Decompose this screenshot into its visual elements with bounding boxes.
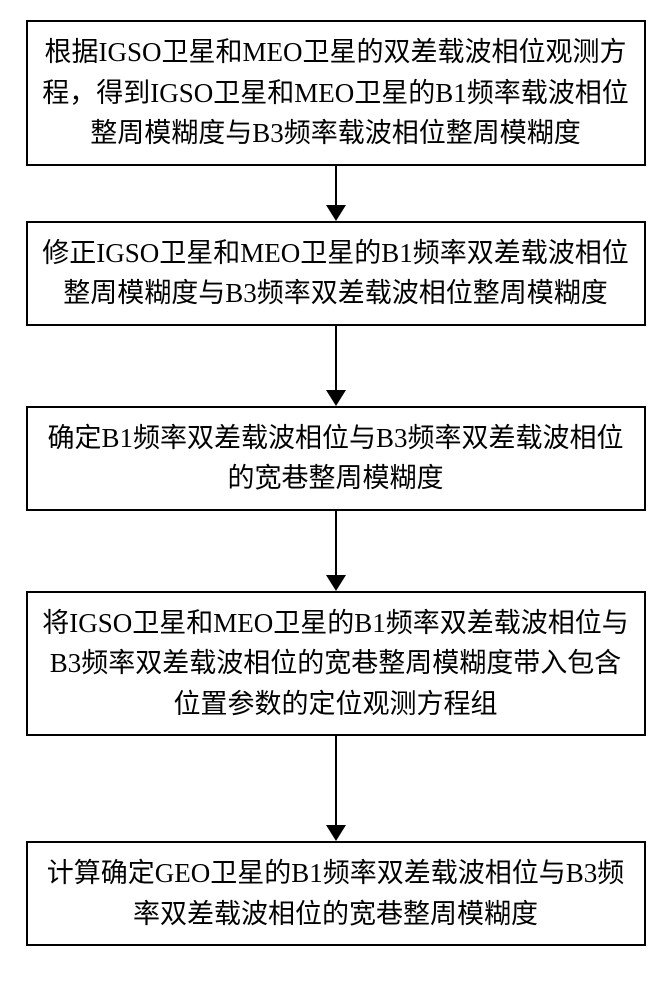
arrow-2-to-3 bbox=[326, 326, 346, 406]
arrow-3-to-4 bbox=[326, 511, 346, 591]
arrow-head-icon bbox=[326, 825, 346, 841]
arrow-1-to-2 bbox=[326, 166, 346, 221]
step-text: 修正IGSO卫星和MEO卫星的B1频率双差载波相位整周模糊度与B3频率双差载波相… bbox=[42, 233, 630, 314]
arrow-line bbox=[335, 736, 337, 825]
arrow-line bbox=[335, 511, 337, 575]
arrow-head-icon bbox=[326, 205, 346, 221]
flowchart-step-2: 修正IGSO卫星和MEO卫星的B1频率双差载波相位整周模糊度与B3频率双差载波相… bbox=[26, 221, 646, 326]
step-text: 计算确定GEO卫星的B1频率双差载波相位与B3频率双差载波相位的宽巷整周模糊度 bbox=[42, 853, 630, 934]
flowchart-container: 根据IGSO卫星和MEO卫星的双差载波相位观测方程，得到IGSO卫星和MEO卫星… bbox=[0, 20, 671, 946]
step-text: 根据IGSO卫星和MEO卫星的双差载波相位观测方程，得到IGSO卫星和MEO卫星… bbox=[42, 32, 630, 154]
arrow-4-to-5 bbox=[326, 736, 346, 841]
arrow-head-icon bbox=[326, 390, 346, 406]
step-text: 将IGSO卫星和MEO卫星的B1频率双差载波相位与B3频率双差载波相位的宽巷整周… bbox=[42, 603, 630, 725]
step-text: 确定B1频率双差载波相位与B3频率双差载波相位的宽巷整周模糊度 bbox=[42, 418, 630, 499]
arrow-head-icon bbox=[326, 575, 346, 591]
flowchart-step-1: 根据IGSO卫星和MEO卫星的双差载波相位观测方程，得到IGSO卫星和MEO卫星… bbox=[26, 20, 646, 166]
flowchart-step-5: 计算确定GEO卫星的B1频率双差载波相位与B3频率双差载波相位的宽巷整周模糊度 bbox=[26, 841, 646, 946]
flowchart-step-4: 将IGSO卫星和MEO卫星的B1频率双差载波相位与B3频率双差载波相位的宽巷整周… bbox=[26, 591, 646, 737]
flowchart-step-3: 确定B1频率双差载波相位与B3频率双差载波相位的宽巷整周模糊度 bbox=[26, 406, 646, 511]
arrow-line bbox=[335, 326, 337, 390]
arrow-line bbox=[335, 166, 337, 205]
